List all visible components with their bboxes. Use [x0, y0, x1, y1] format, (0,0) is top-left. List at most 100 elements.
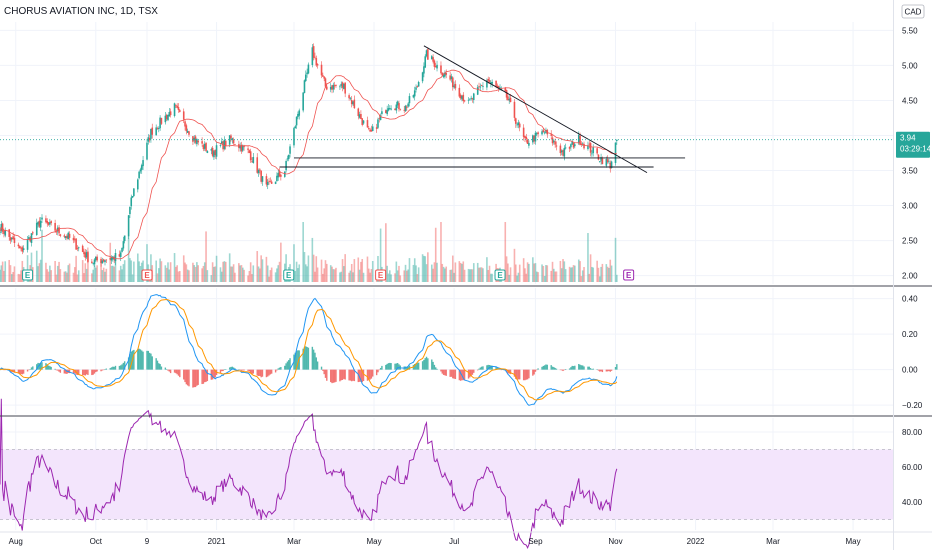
candle [160, 117, 163, 125]
volume-bar [156, 273, 159, 282]
candle-body [114, 253, 117, 262]
macd-histogram-bar [249, 369, 252, 373]
rsi-band [0, 449, 893, 520]
candle-body [574, 144, 576, 147]
candle-body [516, 124, 518, 126]
candle [449, 71, 451, 82]
candle [388, 105, 391, 110]
volume-bar [487, 270, 490, 282]
candle [266, 179, 269, 190]
macd-histogram-bar [519, 369, 521, 380]
candle-body [129, 206, 131, 215]
candle-body [277, 173, 280, 178]
rsi-pane[interactable] [0, 398, 893, 550]
earnings-marker[interactable]: E [141, 269, 153, 281]
candle [320, 61, 323, 79]
time-axis-label: Sep [528, 537, 543, 546]
earnings-marker[interactable]: E [283, 269, 295, 281]
earnings-marker[interactable]: E [22, 269, 34, 281]
volume-bar [167, 262, 169, 282]
macd-histogram-bar [121, 364, 123, 370]
earnings-marker[interactable]: E [494, 269, 506, 281]
candle [427, 47, 429, 60]
earnings-marker-label: E [144, 271, 150, 280]
volume-bar [417, 267, 420, 282]
volume-bar [259, 268, 261, 282]
earnings-marker-box [375, 269, 387, 281]
time-axis[interactable]: Aug Oct 9 2021 Mar May Jul Sep Nov 2022 Mar May [9, 537, 861, 546]
candle [287, 154, 290, 162]
candle [92, 262, 94, 266]
candle [444, 70, 446, 79]
candle [534, 130, 537, 145]
candle [421, 71, 424, 84]
macd-histogram-bar [47, 365, 50, 370]
candle-body [601, 158, 604, 165]
macd-histogram-bar [471, 369, 474, 375]
macd-histogram-bar [81, 369, 84, 375]
candle [369, 127, 371, 133]
candle-body [37, 221, 39, 225]
macd-histogram-bar [9, 369, 12, 372]
candle [551, 134, 554, 146]
candle-body [415, 87, 417, 90]
macd-pane[interactable] [0, 294, 618, 406]
macd-histogram-bar [105, 368, 108, 370]
volume-bar [598, 276, 601, 282]
macd-histogram-bar [467, 369, 470, 379]
candle [239, 142, 241, 152]
candle-body [165, 114, 168, 120]
volume-bar [459, 262, 462, 282]
macd-histogram-bar [26, 369, 29, 372]
macd-histogram-bar [404, 366, 407, 370]
macd-histogram-bar [513, 369, 516, 377]
candle-body [367, 128, 370, 129]
trendlines[interactable] [279, 45, 686, 174]
candle [130, 194, 133, 210]
candle [167, 114, 169, 122]
candle [206, 150, 209, 154]
volume-bar [362, 272, 365, 282]
volume-bar [269, 270, 272, 282]
currency-badge[interactable]: CAD [901, 4, 925, 19]
earnings-marker[interactable]: E [375, 269, 387, 281]
volume-bar [388, 270, 391, 282]
candle [270, 179, 273, 184]
candle-body [158, 127, 160, 129]
volume-bar [155, 260, 157, 282]
candle [517, 119, 520, 129]
candle-body [210, 149, 213, 151]
macd-histogram-bar [213, 369, 215, 379]
candle [84, 248, 87, 261]
volume-bar [608, 267, 610, 282]
candle-body [451, 77, 454, 88]
macd-histogram-bar [425, 356, 428, 370]
volume-bar [413, 258, 416, 282]
candle [197, 140, 199, 146]
macd-histogram-bar [30, 367, 33, 370]
volume-bar [307, 255, 310, 282]
volume-bar [463, 269, 466, 282]
volume-bar [568, 266, 571, 282]
volume-bar [165, 267, 168, 282]
candle-body [352, 101, 354, 105]
earnings-marker[interactable]: E [623, 269, 635, 281]
candle [104, 259, 106, 266]
candle-body [285, 160, 287, 171]
candle-body [35, 222, 38, 236]
macd-histogram-bar [614, 367, 617, 370]
macd-histogram-bar [280, 367, 282, 370]
candle [220, 137, 223, 144]
volume-bar [110, 265, 113, 282]
volume-bar [17, 273, 20, 282]
candle [339, 84, 341, 91]
volume-bar [564, 269, 567, 282]
trendline[interactable] [423, 45, 648, 174]
candle [407, 102, 409, 108]
rsi-axis-label: 60.00 [902, 463, 923, 472]
volume-bar [13, 266, 16, 282]
volume-bar [369, 272, 371, 282]
